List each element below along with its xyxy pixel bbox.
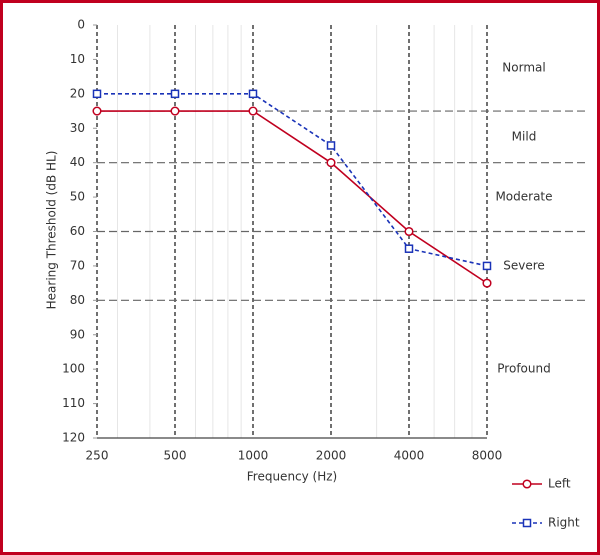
y-tick-label: 0: [77, 18, 85, 32]
marker: [482, 261, 492, 271]
series-line: [97, 93, 488, 267]
y-tick-label: 10: [70, 52, 85, 66]
legend-label: Right: [548, 516, 580, 530]
x-tick-label: 1000: [238, 449, 269, 463]
marker: [92, 106, 102, 116]
severity-label: Severe: [503, 258, 545, 272]
marker: [404, 244, 414, 253]
marker: [482, 278, 492, 288]
y-tick-label: 70: [70, 258, 85, 272]
y-tick-label: 80: [70, 293, 85, 307]
marker: [522, 518, 532, 528]
x-tick-label: 250: [86, 449, 109, 463]
marker: [248, 106, 258, 116]
series-line: [97, 110, 488, 284]
marker: [92, 89, 102, 99]
x-tick-label: 4000: [394, 449, 425, 463]
chart: Frequency (Hz) Hearing Threshold (dB HL)…: [45, 18, 585, 530]
y-tick-label: 30: [70, 121, 85, 135]
x-tick-label: 2000: [316, 449, 347, 463]
x-tick-label: 8000: [472, 449, 503, 463]
marker: [170, 106, 180, 116]
severity-label: Moderate: [495, 190, 552, 204]
marker: [170, 89, 180, 99]
y-tick-label: 40: [70, 155, 85, 169]
y-tick-label: 110: [62, 396, 85, 410]
legend-label: Left: [548, 477, 571, 491]
y-tick-label: 60: [70, 224, 85, 238]
severity-label: Profound: [497, 362, 550, 376]
severity-label: Normal: [502, 61, 545, 75]
y-tick-label: 20: [70, 86, 85, 100]
y-tick-label: 90: [70, 327, 85, 341]
marker: [326, 158, 336, 168]
y-tick-label: 100: [62, 362, 85, 376]
y-tick-label: 50: [70, 190, 85, 204]
y-axis-label: Hearing Threshold (dB HL): [45, 151, 59, 310]
marker: [326, 141, 336, 150]
severity-label: Mild: [512, 129, 537, 143]
y-tick-label: 120: [62, 431, 85, 445]
x-tick-label: 500: [164, 449, 187, 463]
marker: [248, 89, 258, 99]
marker: [404, 226, 414, 237]
x-axis-label: Frequency (Hz): [247, 470, 338, 484]
marker: [522, 479, 532, 489]
